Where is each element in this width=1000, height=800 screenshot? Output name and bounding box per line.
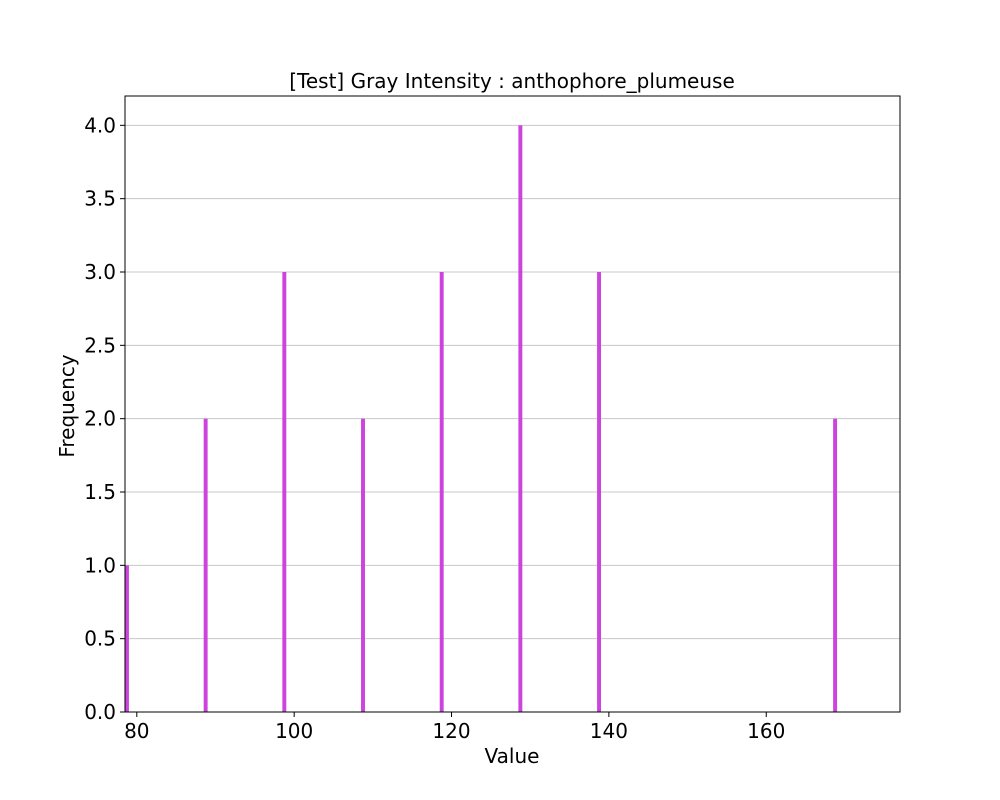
y-tick-label: 0.5: [84, 627, 116, 651]
bar: [597, 272, 602, 712]
chart-title: [Test] Gray Intensity : anthophore_plume…: [289, 69, 735, 93]
x-tick-label: 120: [432, 719, 470, 743]
bars: [125, 125, 838, 713]
bar: [439, 272, 444, 712]
x-axis-label: Value: [485, 744, 540, 768]
bar: [125, 565, 129, 712]
bar: [203, 418, 208, 712]
x-tick-label: 140: [590, 719, 628, 743]
y-tick-label: 3.5: [84, 187, 116, 211]
y-tick-label: 4.0: [84, 113, 116, 137]
y-axis-label: Frequency: [55, 354, 79, 457]
bar: [361, 418, 365, 712]
y-tick-label: 2.5: [84, 333, 116, 357]
plot-frame: [124, 95, 901, 713]
y-tick-label: 0.0: [84, 700, 116, 724]
bar: [833, 418, 838, 712]
y-tick-label: 1.5: [84, 480, 116, 504]
x-axis-ticks: 80 100 120 140 160: [124, 712, 785, 743]
y-grid: [125, 124, 900, 640]
y-tick-label: 2.0: [84, 407, 116, 431]
x-tick-label: 80: [124, 719, 149, 743]
bar: [282, 272, 287, 712]
bar: [518, 125, 523, 713]
y-tick-label: 3.0: [84, 260, 116, 284]
x-tick-label: 100: [275, 719, 313, 743]
y-tick-label: 1.0: [84, 553, 116, 577]
y-axis-ticks: 0.0 0.5 1.0 1.5 2.0 2.5 3.0 3.5 4.0: [84, 113, 125, 724]
x-tick-label: 160: [747, 719, 785, 743]
